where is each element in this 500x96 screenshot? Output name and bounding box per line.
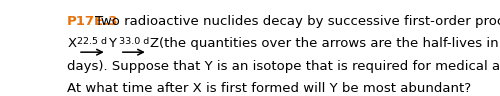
Text: 22.5 d: 22.5 d	[78, 37, 108, 46]
Text: (the quantities over the arrows are the half-lives in: (the quantities over the arrows are the …	[158, 37, 498, 50]
Text: 33.0 d: 33.0 d	[118, 37, 149, 46]
Text: Y: Y	[108, 37, 116, 50]
Text: Z: Z	[149, 37, 158, 50]
Text: days). Suppose that Y is an isotope that is required for medical applications.: days). Suppose that Y is an isotope that…	[67, 60, 500, 73]
Text: Two radioactive nuclides decay by successive first-order processes:: Two radioactive nuclides decay by succes…	[94, 15, 500, 28]
Text: X: X	[67, 37, 76, 50]
Text: At what time after X is first formed will Y be most abundant?: At what time after X is first formed wil…	[67, 82, 471, 95]
Text: P17E.3: P17E.3	[67, 15, 118, 28]
